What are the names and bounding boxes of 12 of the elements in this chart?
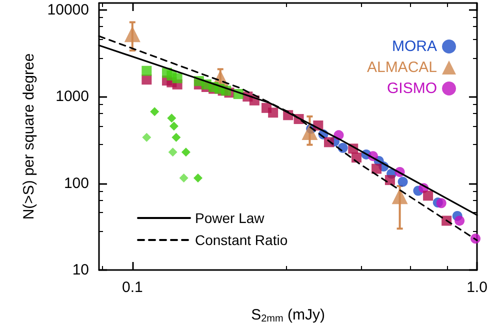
- legend-label: ALMACAL: [366, 59, 437, 76]
- y-tick-label: 1000: [56, 88, 89, 106]
- x-tick-label: 0.1: [122, 279, 143, 296]
- legend-label: GISMO: [386, 80, 437, 97]
- y-tick-label: 100: [64, 174, 89, 192]
- legend-label: MORA: [392, 38, 437, 55]
- y-axis-title: N(>S) per square degree: [20, 53, 38, 220]
- text: Constant Ratio: [195, 232, 288, 248]
- text: Power Law: [195, 210, 266, 226]
- x-tick-label: 1.0: [466, 279, 488, 296]
- y-tick-label: 10000: [47, 1, 89, 18]
- y-tick-label: 10: [72, 262, 89, 278]
